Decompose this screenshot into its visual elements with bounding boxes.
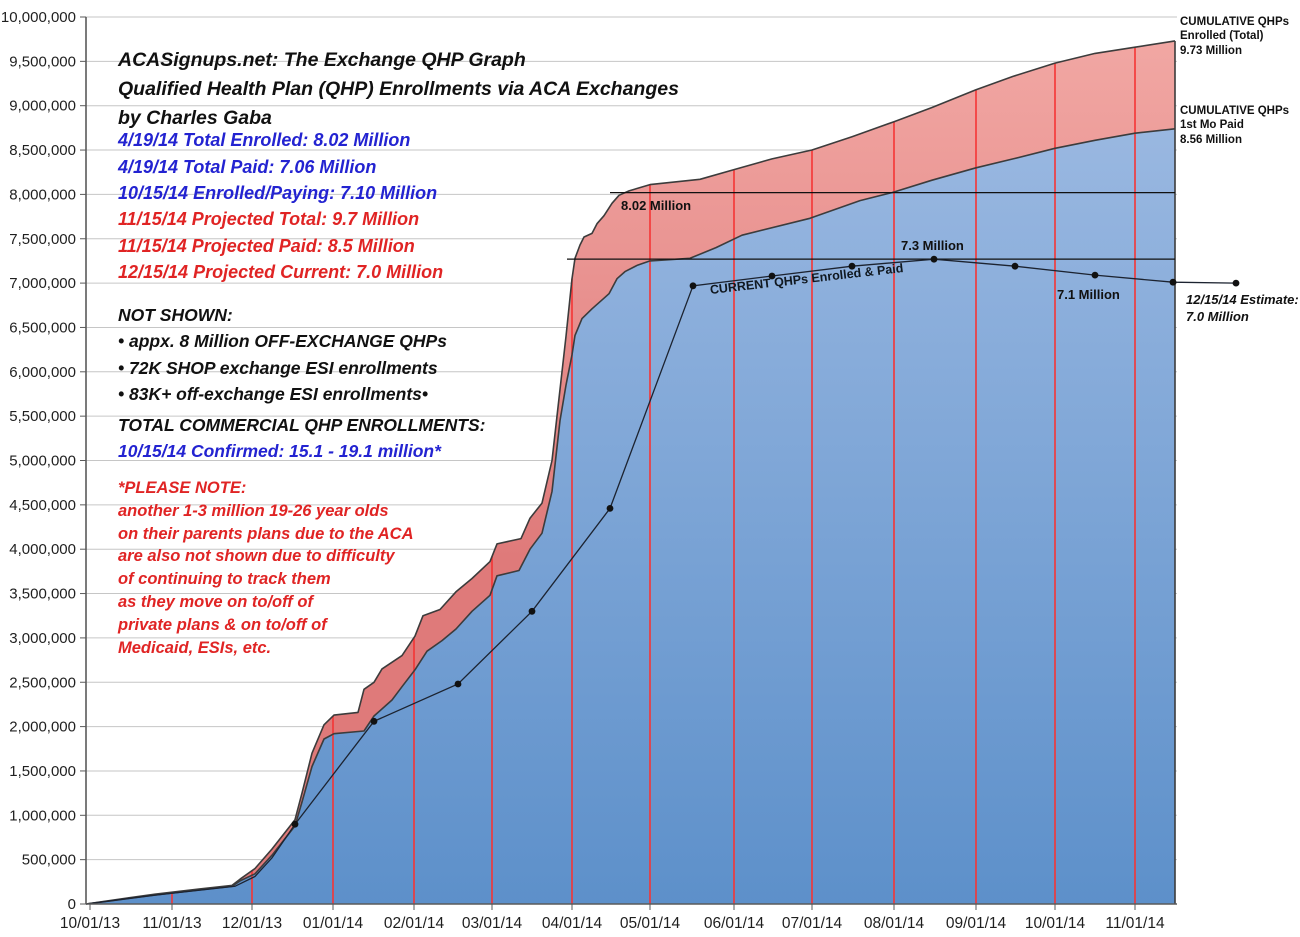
estimate-label-line2: 7.0 Million bbox=[1186, 308, 1249, 324]
svg-text:04/01/14: 04/01/14 bbox=[542, 915, 603, 932]
svg-text:0: 0 bbox=[68, 896, 76, 913]
legend-first-month-paid: CUMULATIVE QHPs 1st Mo Paid 8.56 Million bbox=[1180, 104, 1289, 147]
legend-enrolled-total: CUMULATIVE QHPs Enrolled (Total) 9.73 Mi… bbox=[1180, 15, 1289, 58]
svg-text:10,000,000: 10,000,000 bbox=[1, 9, 76, 26]
please-note-line: are also not shown due to difficulty bbox=[118, 547, 395, 566]
svg-text:4,000,000: 4,000,000 bbox=[9, 541, 76, 558]
svg-text:8,000,000: 8,000,000 bbox=[9, 186, 76, 203]
blue-stats-block: 4/19/14 Total Enrolled: 8.02 Million 4/1… bbox=[118, 127, 437, 207]
svg-text:10/01/13: 10/01/13 bbox=[60, 915, 120, 932]
svg-text:9,500,000: 9,500,000 bbox=[9, 53, 76, 70]
svg-text:03/01/14: 03/01/14 bbox=[462, 915, 523, 932]
stat-total-enrolled: 4/19/14 Total Enrolled: 8.02 Million bbox=[118, 130, 411, 150]
please-note-line: on their parents plans due to the ACA bbox=[118, 524, 414, 543]
chart-title-block: ACASignups.net: The Exchange QHP Graph Q… bbox=[118, 46, 679, 133]
legend-enrolled-line1: CUMULATIVE QHPs bbox=[1180, 16, 1290, 28]
legend-enrolled-value: 9.73 Million bbox=[1180, 44, 1242, 57]
please-note-line: of continuing to track them bbox=[118, 570, 331, 589]
svg-text:3,500,000: 3,500,000 bbox=[9, 586, 76, 603]
legend-paid-line2: 1st Mo Paid bbox=[1180, 119, 1244, 132]
svg-text:5,500,000: 5,500,000 bbox=[9, 408, 76, 425]
stat-projected-paid: 11/15/14 Projected Paid: 8.5 Million bbox=[118, 235, 415, 256]
annotation-7-1-million: 7.1 Million bbox=[1057, 287, 1120, 302]
svg-text:5,000,000: 5,000,000 bbox=[9, 453, 76, 470]
svg-text:7,000,000: 7,000,000 bbox=[9, 275, 76, 292]
chart-author: by Charles Gaba bbox=[118, 107, 272, 129]
svg-text:8,500,000: 8,500,000 bbox=[9, 142, 76, 159]
svg-text:2,500,000: 2,500,000 bbox=[9, 674, 76, 691]
svg-text:02/01/14: 02/01/14 bbox=[384, 915, 445, 932]
total-commercial-value: 10/15/14 Confirmed: 15.1 - 19.1 million* bbox=[118, 441, 441, 461]
svg-text:11/01/14: 11/01/14 bbox=[1105, 915, 1165, 932]
svg-text:1,500,000: 1,500,000 bbox=[9, 763, 76, 780]
svg-text:3,000,000: 3,000,000 bbox=[9, 630, 76, 647]
svg-text:4,500,000: 4,500,000 bbox=[9, 497, 76, 514]
annotation-7-3-million: 7.3 Million bbox=[901, 238, 964, 253]
estimate-label: 12/15/14 Estimate: 7.0 Million bbox=[1186, 292, 1299, 325]
svg-text:500,000: 500,000 bbox=[22, 852, 76, 869]
please-note-line: Medicaid, ESIs, etc. bbox=[118, 638, 272, 657]
estimate-label-line1: 12/15/14 Estimate: bbox=[1186, 292, 1299, 307]
red-stats-block: 11/15/14 Projected Total: 9.7 Million 11… bbox=[118, 206, 443, 286]
svg-text:07/01/14: 07/01/14 bbox=[782, 915, 843, 932]
legend-paid-value: 8.56 Million bbox=[1180, 133, 1242, 146]
please-note-block: *PLEASE NOTE: another 1-3 million 19-26 … bbox=[118, 477, 414, 659]
total-commercial-header: TOTAL COMMERCIAL QHP ENROLLMENTS: bbox=[118, 415, 486, 435]
svg-text:6,500,000: 6,500,000 bbox=[9, 319, 76, 336]
not-shown-item-2: • 72K SHOP exchange ESI enrollments bbox=[118, 357, 438, 378]
stat-projected-total: 11/15/14 Projected Total: 9.7 Million bbox=[118, 209, 420, 229]
total-commercial-block: TOTAL COMMERCIAL QHP ENROLLMENTS: 10/15/… bbox=[118, 412, 486, 464]
chart-title: ACASignups.net: The Exchange QHP Graph bbox=[118, 49, 526, 71]
legend-enrolled-line2: Enrolled (Total) bbox=[1180, 30, 1264, 43]
stat-enrolled-paying: 10/15/14 Enrolled/Paying: 7.10 Million bbox=[118, 183, 438, 204]
svg-text:01/01/14: 01/01/14 bbox=[303, 915, 364, 932]
svg-text:10/01/14: 10/01/14 bbox=[1025, 915, 1086, 932]
svg-text:11/01/13: 11/01/13 bbox=[142, 915, 201, 932]
not-shown-header: NOT SHOWN: bbox=[118, 305, 233, 325]
svg-text:6,000,000: 6,000,000 bbox=[9, 364, 76, 381]
svg-text:2,000,000: 2,000,000 bbox=[9, 719, 76, 736]
please-note-line: another 1-3 million 19-26 year olds bbox=[118, 501, 389, 520]
annotation-8-02-million: 8.02 Million bbox=[621, 198, 692, 213]
legend-paid-line1: CUMULATIVE QHPs bbox=[1180, 105, 1290, 117]
please-note-line: *PLEASE NOTE: bbox=[118, 479, 247, 497]
not-shown-item-1: • appx. 8 Million OFF-EXCHANGE QHPs bbox=[118, 331, 447, 352]
svg-text:1,000,000: 1,000,000 bbox=[9, 807, 76, 824]
please-note-line: private plans & on to/off of bbox=[118, 615, 327, 634]
svg-text:05/01/14: 05/01/14 bbox=[620, 915, 681, 932]
please-note-line: as they move on to/off of bbox=[118, 592, 313, 611]
svg-text:09/01/14: 09/01/14 bbox=[946, 915, 1007, 932]
svg-text:12/01/13: 12/01/13 bbox=[222, 915, 282, 932]
svg-text:7,500,000: 7,500,000 bbox=[9, 231, 76, 248]
chart-subtitle: Qualified Health Plan (QHP) Enrollments … bbox=[118, 78, 679, 100]
not-shown-block: NOT SHOWN: • appx. 8 Million OFF-EXCHANG… bbox=[118, 302, 447, 407]
stat-projected-current: 12/15/14 Projected Current: 7.0 Million bbox=[118, 262, 444, 283]
stat-total-paid: 4/19/14 Total Paid: 7.06 Million bbox=[118, 156, 377, 177]
svg-text:06/01/14: 06/01/14 bbox=[704, 915, 765, 932]
not-shown-item-3: • 83K+ off-exchange ESI enrollments• bbox=[118, 383, 429, 404]
svg-text:9,000,000: 9,000,000 bbox=[9, 98, 76, 115]
svg-text:08/01/14: 08/01/14 bbox=[864, 915, 925, 932]
